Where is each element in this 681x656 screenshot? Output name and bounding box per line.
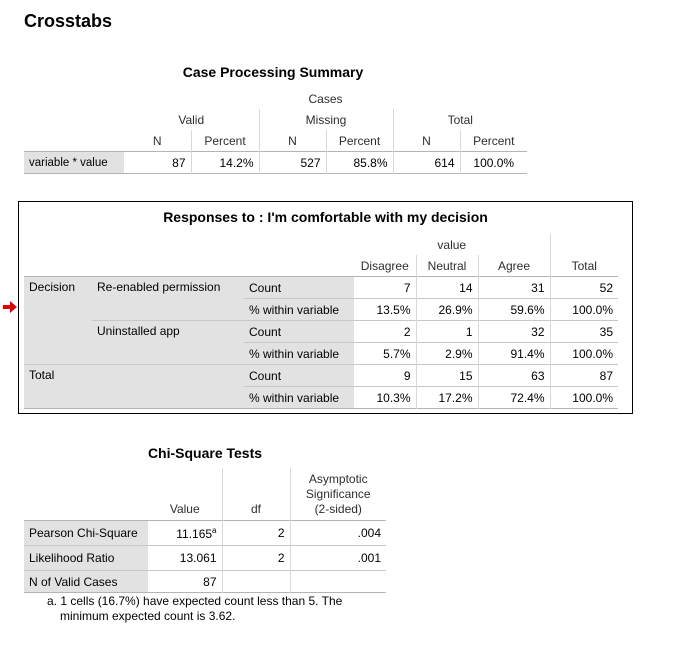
cell: 9 <box>403 368 411 383</box>
cell: 87 <box>203 574 217 589</box>
cell: 85.8% <box>325 151 393 174</box>
cell: 17.2% <box>415 386 478 409</box>
row-label: Re-enabled permission <box>92 276 244 321</box>
subheader: N <box>392 130 460 152</box>
cell: 527 <box>258 151 326 174</box>
total-row-label: Total <box>24 364 244 409</box>
cell: 2 <box>221 545 290 571</box>
chi-square-table: Value df Asymptotic Significance (2-side… <box>24 468 386 593</box>
col-agree: Agree <box>477 255 550 277</box>
group-missing: Missing <box>258 109 393 130</box>
crosstab-table: value Disagree Neutral Agree Total Decis… <box>24 234 618 409</box>
cell: 13.5% <box>376 302 411 317</box>
case-summary-table: Cases Valid Missing Total N Percent N Pe… <box>24 88 527 174</box>
sig-header-line: Asymptotic <box>308 472 368 486</box>
stat-label: % within variable <box>244 342 354 365</box>
crosstab-title: Responses to : I'm comfortable with my d… <box>163 209 488 225</box>
sig-header-line: Significance <box>305 487 371 501</box>
cell: 2.9% <box>415 342 478 365</box>
selected-table-frame[interactable] <box>18 201 633 414</box>
footnote-line: minimum expected count is 3.62. <box>60 609 236 623</box>
cell: 10.3% <box>376 390 411 405</box>
cell: 31 <box>477 276 550 299</box>
cell: 63 <box>477 364 550 387</box>
cell: 26.9% <box>415 298 478 321</box>
cell: 35 <box>549 320 618 343</box>
col-value: Value <box>169 502 200 516</box>
cell: 13.061 <box>179 551 217 565</box>
cell: 11.165a <box>176 525 217 541</box>
stat-label: % within variable <box>244 298 354 321</box>
red-arrow-icon <box>3 301 17 313</box>
row-label: N of Valid Cases <box>24 570 148 593</box>
chi-square-title: Chi-Square Tests <box>147 445 263 461</box>
row-label: Pearson Chi-Square <box>24 520 148 546</box>
cell: 100.0% <box>459 151 527 174</box>
col-significance: Asymptotic Significance (2-sided) <box>289 468 386 521</box>
cell: 14.2% <box>190 151 259 174</box>
cell: 14 <box>415 276 478 299</box>
cell: 59.6% <box>477 298 550 321</box>
col-neutral: Neutral <box>415 255 478 277</box>
row-group-label: Decision <box>24 276 92 365</box>
subheader: N <box>152 133 162 148</box>
footnote: a. 1 cells (16.7%) have expected count l… <box>47 594 387 624</box>
row-label: Uninstalled app <box>92 320 244 365</box>
cell: 87 <box>549 364 618 387</box>
subheader: Percent <box>459 130 527 152</box>
cell: 2 <box>403 324 411 339</box>
row-label: variable * value <box>24 151 124 174</box>
group-valid: Valid <box>178 112 205 127</box>
cell: 2 <box>221 520 290 546</box>
cell: .004 <box>289 520 386 546</box>
cell: 15 <box>415 364 478 387</box>
col-disagree: Disagree <box>360 258 409 273</box>
cell: 100.0% <box>549 298 618 321</box>
subheader: Percent <box>190 130 259 152</box>
cell: 91.4% <box>477 342 550 365</box>
stat-label: % within variable <box>244 386 354 409</box>
cell: 100.0% <box>549 386 618 409</box>
cell: 52 <box>549 276 618 299</box>
case-summary-title: Case Processing Summary <box>182 64 364 80</box>
cell: 32 <box>477 320 550 343</box>
stat-label: Count <box>244 276 354 299</box>
cell: .001 <box>289 545 386 571</box>
group-total: Total <box>392 109 527 130</box>
stat-label: Count <box>244 320 354 343</box>
footnote-line: a. 1 cells (16.7%) have expected count l… <box>47 594 343 608</box>
col-total: Total <box>549 255 618 277</box>
cell: 100.0% <box>549 342 618 365</box>
cell: 72.4% <box>477 386 550 409</box>
footnote-marker: a <box>212 525 217 535</box>
cases-header: Cases <box>308 91 343 106</box>
sig-header-line: (2-sided) <box>314 502 362 516</box>
row-label: Likelihood Ratio <box>24 545 148 571</box>
page-title: Crosstabs <box>24 11 113 31</box>
cell: 1 <box>415 320 478 343</box>
stat-label: Count <box>244 364 354 387</box>
cell: 87 <box>172 155 186 170</box>
cell: 614 <box>392 151 460 174</box>
cell: 5.7% <box>383 346 411 361</box>
subheader: N <box>258 130 326 152</box>
col-group-header: value <box>437 237 467 252</box>
col-df: df <box>221 468 290 521</box>
subheader: Percent <box>325 130 393 152</box>
cell: 7 <box>403 280 411 295</box>
